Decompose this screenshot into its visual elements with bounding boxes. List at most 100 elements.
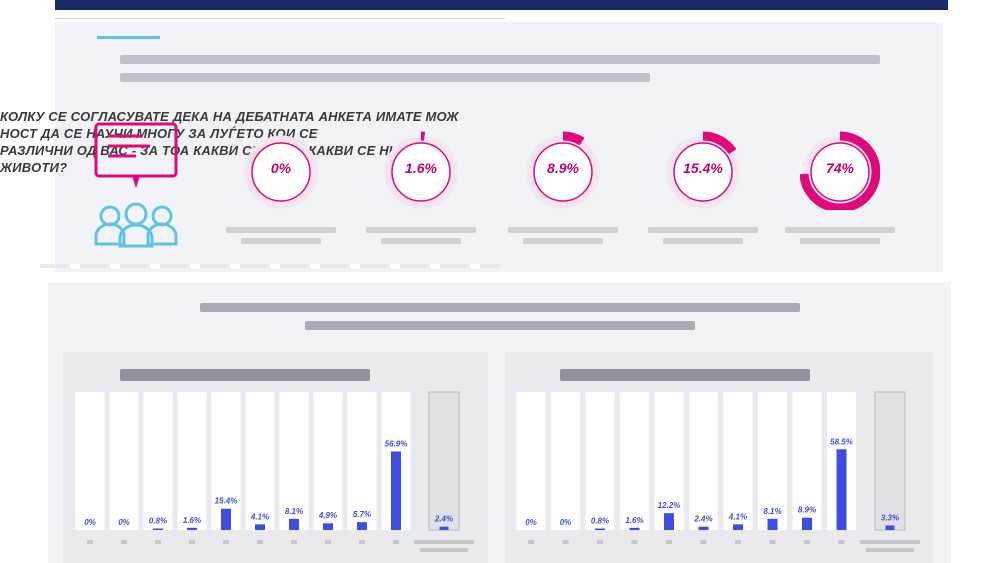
bar — [391, 451, 401, 530]
bar-background — [654, 392, 684, 530]
bar-background — [279, 392, 309, 530]
bar — [153, 528, 163, 530]
bar-value-label: 8.1% — [763, 507, 781, 516]
category-label-blurred — [700, 540, 707, 544]
gauge-arc — [663, 131, 743, 210]
bar-background — [620, 392, 649, 530]
category-label-blurred — [189, 540, 195, 544]
bar-value-label: 0% — [118, 518, 130, 527]
gauge-3: 15.4% — [648, 130, 758, 250]
bar — [802, 517, 812, 530]
category-label-blurred — [562, 540, 569, 544]
category-label-blurred — [257, 540, 263, 544]
bar-chart-1: 0% 0% 0.8% 1.6% 15.4% 4.1% 8.1% 4.9% 5.7% 56.9% 2.… — [63, 352, 488, 563]
category-label-blurred — [866, 548, 914, 552]
gauge-inner-ring — [810, 142, 870, 202]
divider — [40, 264, 500, 268]
bar-background — [143, 392, 173, 530]
category-label-blurred — [597, 540, 603, 544]
bar-value-label: 56.9% — [385, 439, 408, 448]
gauge-label: 15.4% — [683, 160, 723, 176]
bar — [255, 524, 265, 530]
category-label-blurred — [666, 540, 672, 544]
category-label-blurred — [420, 548, 468, 552]
bar — [595, 528, 605, 530]
gauge-inner-ring — [251, 142, 311, 202]
gauge-caption-blurred — [523, 238, 603, 244]
chart-title-blurred — [560, 369, 810, 381]
gauge-arc — [800, 131, 880, 210]
bar — [698, 526, 709, 530]
category-label-blurred — [121, 540, 127, 544]
gauge-caption-blurred — [648, 227, 758, 233]
bar — [836, 449, 847, 530]
bar-background — [551, 392, 580, 530]
gauge-0: 0% — [226, 130, 336, 250]
category-label-blurred — [860, 540, 920, 544]
bar — [439, 526, 449, 530]
gauge-inner-ring — [533, 142, 593, 202]
gauge-caption-blurred — [785, 227, 895, 233]
category-label-blurred — [359, 540, 365, 544]
gauge-2: 8.9% — [508, 130, 618, 250]
bar-value-label: 3.3% — [881, 513, 899, 522]
bar-value-label: 1.6% — [625, 516, 643, 525]
bar-value-label: 0% — [525, 518, 537, 527]
category-label-blurred — [223, 540, 229, 544]
gauge-arc — [381, 131, 461, 210]
bar — [664, 513, 674, 530]
bar-background — [313, 392, 343, 530]
category-label-blurred — [631, 540, 638, 544]
gauge-caption-blurred — [226, 227, 336, 233]
bar — [885, 525, 895, 530]
bar-background — [347, 392, 377, 530]
bar-background — [75, 392, 105, 530]
intro-text-blurred — [120, 55, 890, 91]
bar-value-label: 2.4% — [434, 515, 453, 524]
bar-background — [428, 391, 460, 531]
gauge-ring — [523, 131, 603, 210]
bar-chart-1-svg: 0% 0% 0.8% 1.6% 15.4% 4.1% 8.1% 4.9% 5.7% 56.9% 2.… — [75, 391, 474, 552]
gauge-caption-blurred — [241, 238, 321, 244]
subquestion-text-blurred — [200, 303, 800, 339]
gauge-label: 8.9% — [547, 160, 579, 176]
question-text: КОЛКУ СЕ СОГЛАСУВАТЕ ДЕКА НА ДЕБАТНАТА А… — [0, 108, 510, 176]
bar — [767, 518, 778, 530]
bar-background — [177, 392, 207, 530]
gauge-label: 1.6% — [405, 160, 437, 176]
bar-value-label: 15.4% — [215, 497, 238, 506]
speech-bubble-people-icon — [92, 122, 187, 257]
category-label-blurred — [325, 540, 331, 544]
category-label-blurred — [838, 540, 845, 544]
category-label-blurred — [528, 540, 534, 544]
top-banner — [55, 0, 948, 10]
category-label-blurred — [769, 540, 776, 544]
accent-line — [97, 36, 160, 39]
gauge-caption-blurred — [663, 238, 743, 244]
bar-value-label: 4.1% — [250, 512, 269, 521]
gauge-1: 1.6% — [366, 130, 476, 250]
bar-value-label: 0% — [84, 518, 96, 527]
bar-value-label: 4.1% — [728, 512, 747, 521]
category-label-blurred — [804, 540, 810, 544]
gauge-ring — [663, 131, 743, 210]
bar-background — [723, 392, 753, 530]
bar-value-label: 4.9% — [318, 511, 337, 520]
bar-background — [516, 392, 546, 530]
bar — [357, 522, 367, 530]
question-line: КОЛКУ СЕ СОГЛАСУВАТЕ ДЕКА НА ДЕБАТНАТА А… — [0, 109, 459, 124]
bar-background — [874, 391, 906, 531]
gauge-inner-ring — [673, 142, 733, 202]
category-label-blurred — [87, 540, 93, 544]
bar-background — [758, 392, 787, 530]
bar-background — [245, 392, 275, 530]
category-label-blurred — [735, 540, 741, 544]
gauge-track — [244, 135, 318, 209]
bar — [323, 523, 333, 530]
gauge-arc — [523, 131, 603, 210]
bar-chart-2: 0% 0% 0.8% 1.6% 12.2% 2.4% 4.1% 8.1% 8.9% 58.5% 3.… — [505, 352, 933, 563]
question-line: НОСТ ДА СЕ НАУЧИ МНОГУ ЗА ЛУЃЕТО КОИ СЕ — [0, 126, 318, 141]
divider — [55, 18, 505, 19]
chart-title-blurred — [120, 369, 370, 381]
bar-value-label: 8.9% — [798, 506, 816, 515]
